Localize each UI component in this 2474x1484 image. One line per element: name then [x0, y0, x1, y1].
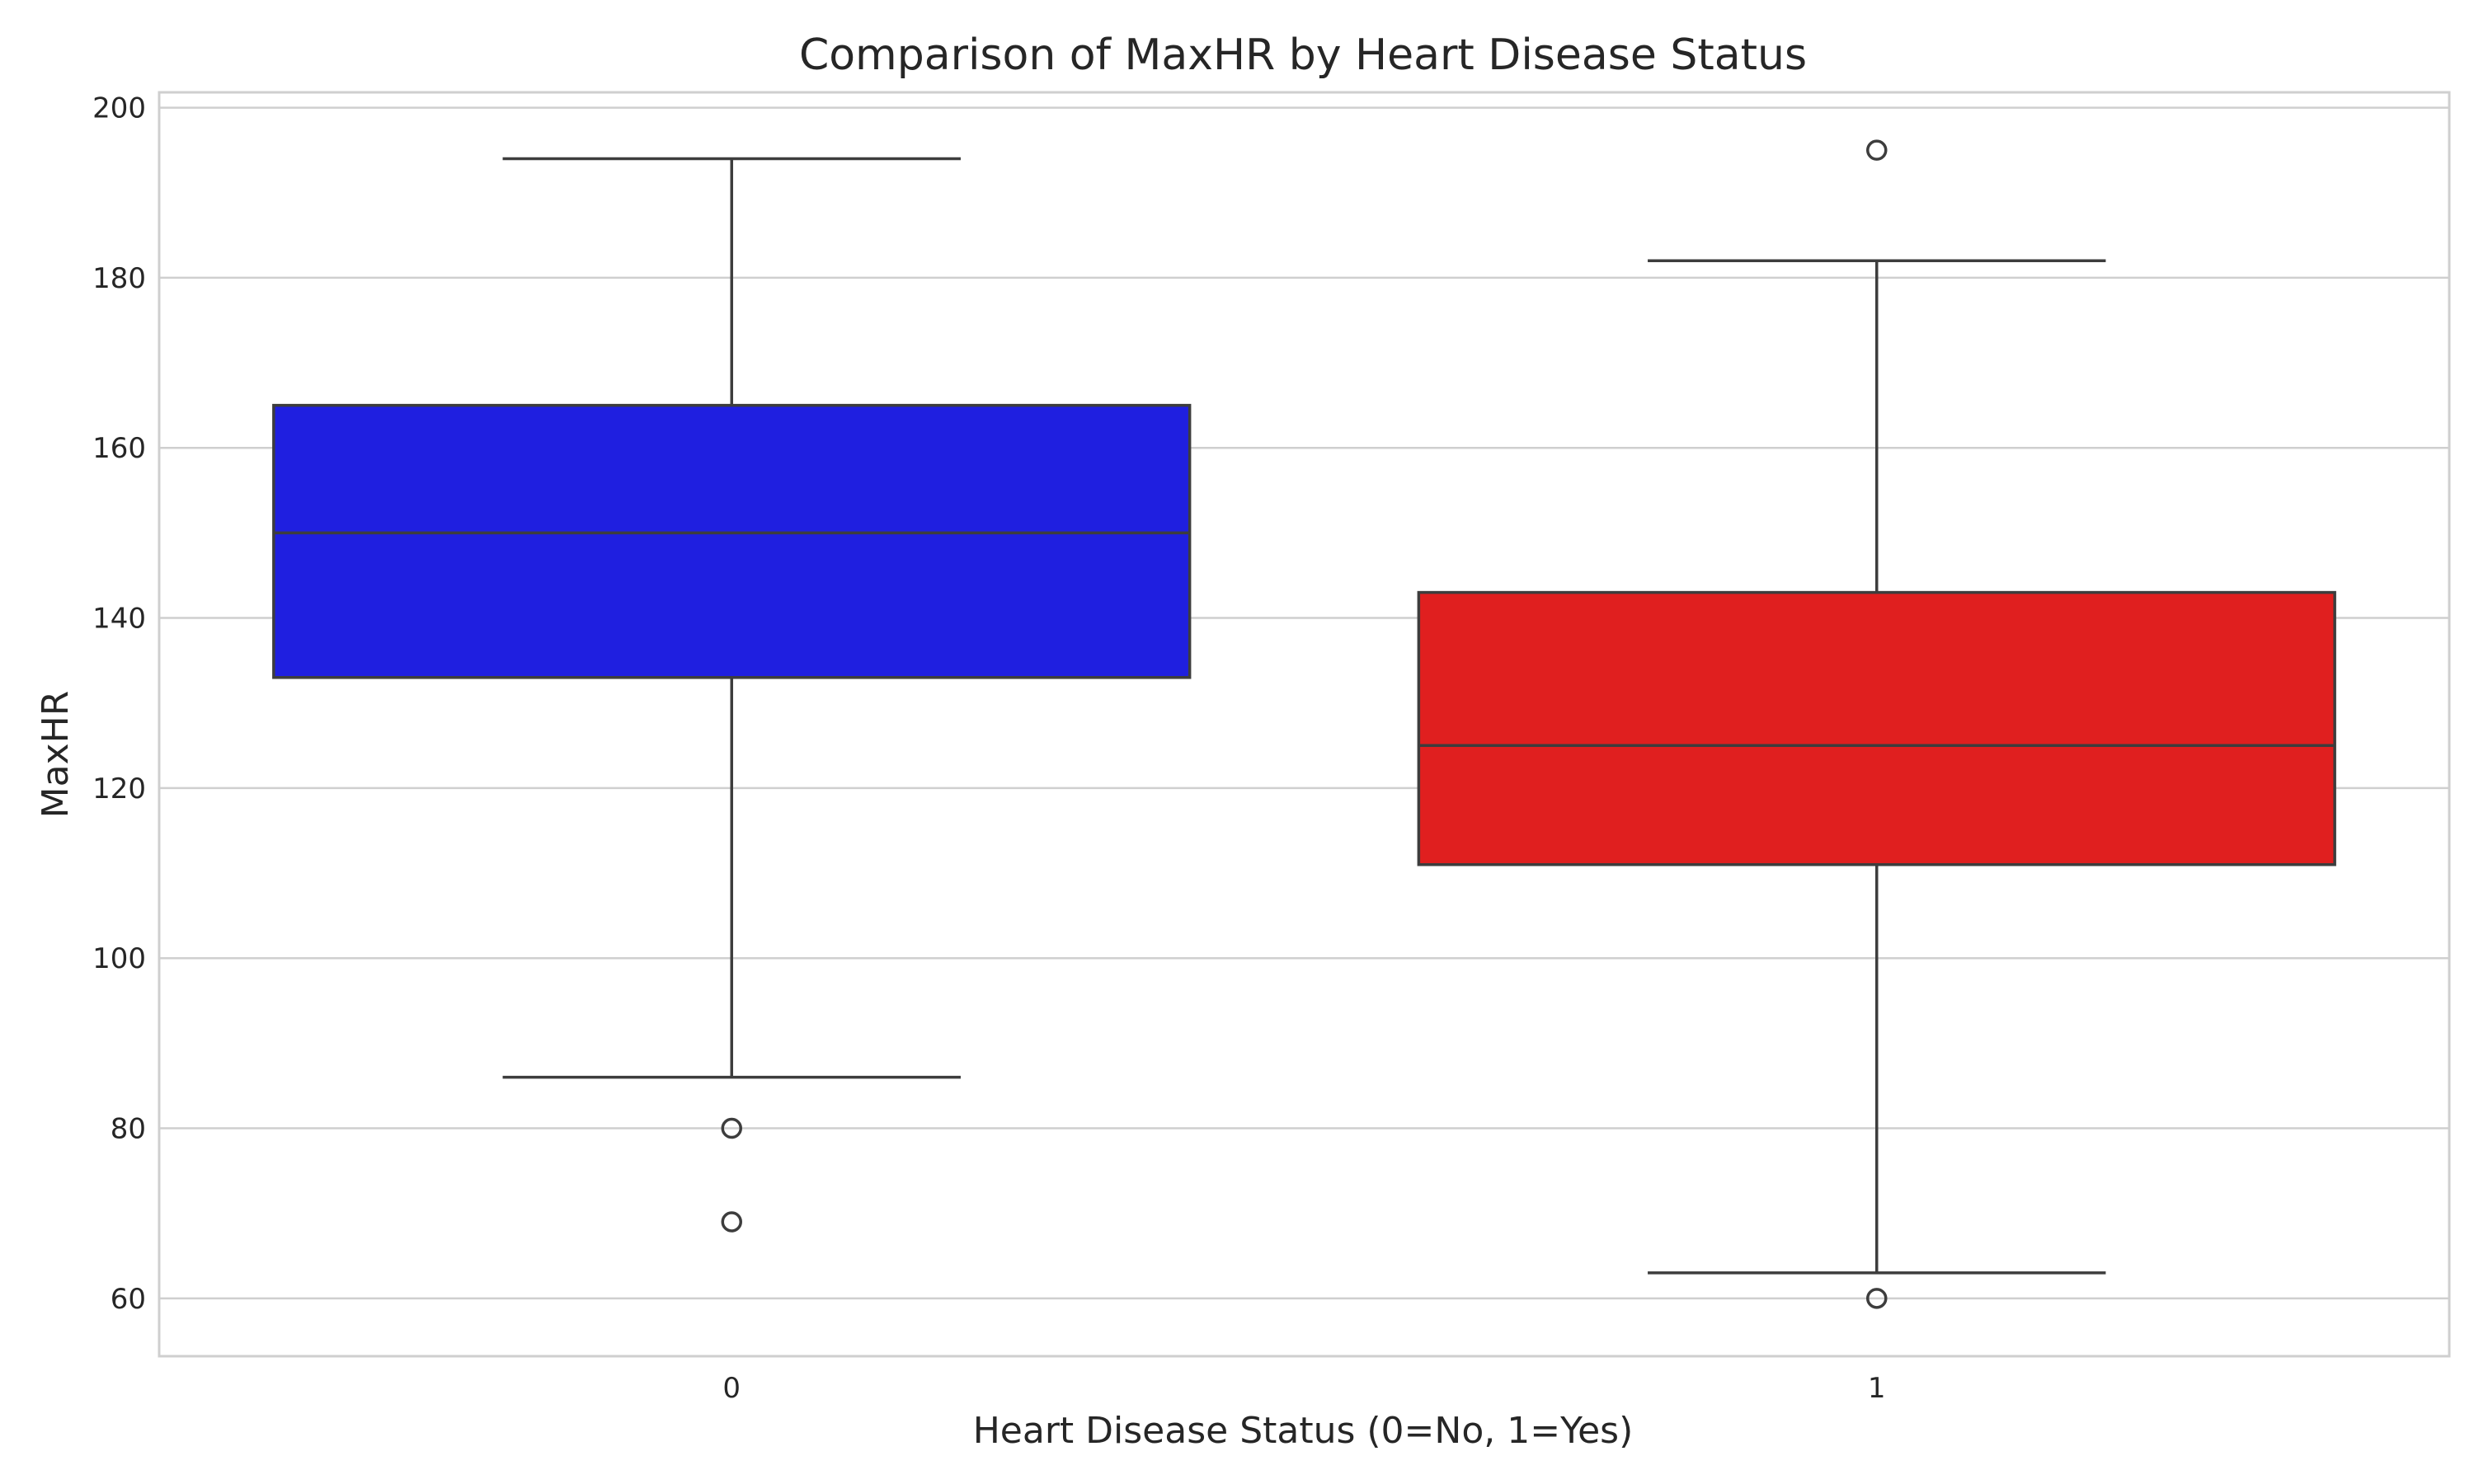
outlier-point: [721, 1211, 742, 1233]
y-axis-ticks: 60 80 100 120 140 160 180 200: [92, 92, 146, 1316]
x-tick-label: 1: [1868, 1372, 1886, 1405]
box-layer: [272, 139, 2336, 1309]
x-tick-label: 0: [722, 1372, 741, 1405]
outlier-point: [1866, 139, 1888, 161]
box-0: [272, 403, 1192, 679]
outlier-point: [721, 1117, 742, 1139]
outlier-point: [1866, 1288, 1888, 1309]
y-tick-label: 60: [111, 1283, 146, 1316]
chart-title: Comparison of MaxHR by Heart Disease Sta…: [799, 31, 1807, 80]
box-group-1: [1417, 139, 2336, 1309]
y-tick-label: 80: [111, 1113, 146, 1146]
box-group-0: [272, 157, 1192, 1233]
y-tick-label: 120: [92, 773, 146, 805]
plot-frame: [158, 91, 2451, 1358]
y-axis-label: MaxHR: [35, 691, 77, 819]
y-tick-label: 180: [92, 262, 146, 295]
x-axis-label: Heart Disease Status (0=No, 1=Yes): [973, 1410, 1634, 1452]
y-tick-label: 200: [92, 92, 146, 125]
y-tick-label: 100: [92, 942, 146, 975]
y-tick-label: 140: [92, 603, 146, 636]
y-tick-label: 160: [92, 432, 146, 465]
box-1: [1417, 590, 2336, 866]
